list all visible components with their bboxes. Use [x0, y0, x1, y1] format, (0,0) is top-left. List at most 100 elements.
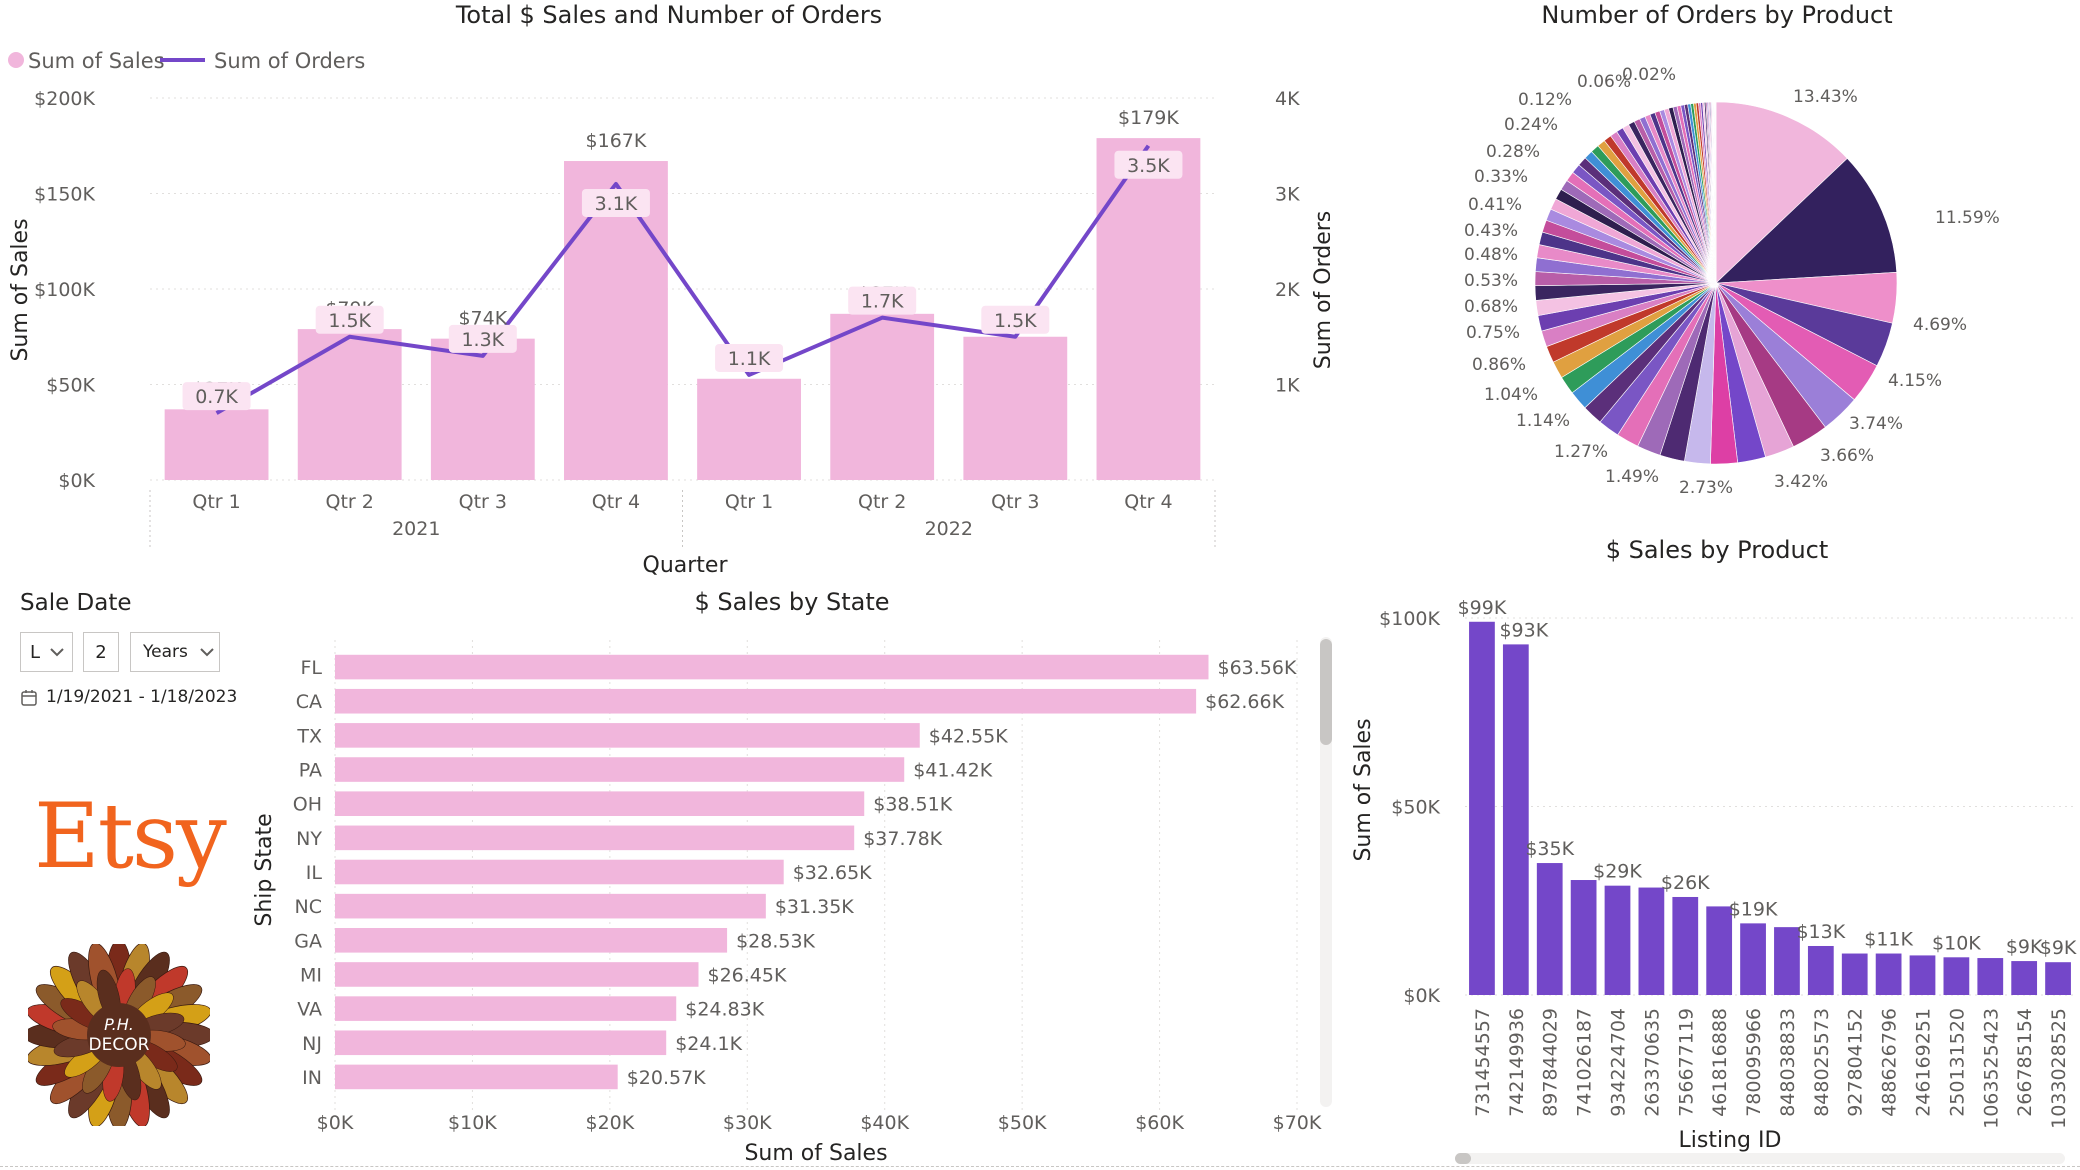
listing-id-label: 263370635	[1641, 1008, 1663, 1117]
product-data-label: $99K	[1458, 597, 1507, 619]
y2-tick-label: 4K	[1275, 88, 1300, 110]
x-tick-label: $10K	[448, 1112, 497, 1134]
state-label: NY	[296, 828, 322, 850]
relative-mode-value: L	[30, 641, 41, 663]
orders-data-label: 0.7K	[195, 386, 238, 408]
product-bar[interactable]	[1638, 887, 1665, 995]
state-bar[interactable]	[335, 928, 728, 953]
state-bar[interactable]	[335, 1030, 667, 1056]
sales-bar[interactable]	[830, 313, 935, 480]
orders-data-label: 1.3K	[461, 329, 504, 351]
product-bar[interactable]	[1774, 927, 1800, 995]
y2-tick-label: 1K	[1275, 375, 1300, 397]
product-bar[interactable]	[1604, 885, 1631, 995]
product-bar[interactable]	[1570, 880, 1597, 995]
pie-data-label: 0.68%	[1464, 297, 1518, 317]
y-tick-label: $100K	[34, 279, 95, 301]
pie-data-label: 0.24%	[1504, 115, 1558, 135]
listing-id-label: 927804152	[1845, 1008, 1867, 1117]
state-data-label: $26.45K	[707, 964, 786, 986]
sales-bar[interactable]	[164, 409, 269, 480]
date-range-text: 1/19/2021 - 1/18/2023	[46, 687, 238, 707]
y-axis-title: Ship State	[252, 813, 277, 926]
product-bar[interactable]	[1943, 957, 1970, 995]
product-bar[interactable]	[1536, 863, 1563, 995]
x-tick-label: Qtr 1	[725, 491, 773, 513]
relative-unit-dropdown[interactable]: Years	[130, 632, 220, 672]
x-tick-label: $40K	[860, 1112, 909, 1134]
sales-bar[interactable]	[297, 329, 402, 480]
state-data-label: $24.83K	[685, 999, 764, 1021]
pie-data-label: 13.43%	[1793, 87, 1858, 107]
state-bar[interactable]	[335, 996, 677, 1021]
pie-data-label: 0.02%	[1622, 65, 1676, 85]
product-bar[interactable]	[1909, 955, 1936, 995]
scrollbar-thumb[interactable]	[1455, 1153, 1471, 1164]
state-bar[interactable]	[335, 859, 784, 885]
pie-data-label: 0.86%	[1472, 355, 1526, 375]
state-bar[interactable]	[335, 825, 855, 851]
orders-label-bg	[981, 305, 1050, 334]
product-chart-scrollbar[interactable]	[1455, 1153, 2065, 1164]
listing-id-label: 756677119	[1675, 1008, 1697, 1117]
state-bar[interactable]	[335, 791, 865, 816]
x-axis-title: Sum of Sales	[744, 1141, 887, 1166]
y2-axis-title: Sum of Orders	[1311, 211, 1330, 370]
pie-data-label: 0.43%	[1464, 221, 1518, 241]
product-bar[interactable]	[1706, 906, 1733, 995]
product-bar[interactable]	[1672, 896, 1699, 995]
state-bar[interactable]	[335, 1064, 618, 1090]
product-bar[interactable]	[1875, 953, 1902, 995]
state-label: FL	[300, 657, 322, 679]
pie-data-label: 3.74%	[1849, 414, 1903, 434]
state-chart-scrollbar[interactable]	[1320, 637, 1332, 1107]
sales-bar[interactable]	[963, 336, 1068, 480]
product-bar[interactable]	[1502, 644, 1529, 995]
product-data-label: $93K	[1499, 619, 1548, 641]
chart-title: Total $ Sales and Number of Orders	[455, 1, 882, 29]
product-bar[interactable]	[2045, 962, 2071, 995]
pie-data-label: 2.73%	[1679, 478, 1733, 498]
product-bar[interactable]	[1740, 923, 1766, 995]
state-bar[interactable]	[335, 688, 1197, 714]
state-data-label: $37.78K	[863, 828, 942, 850]
state-data-label: $32.65K	[793, 862, 872, 884]
listing-id-label: 897844029	[1540, 1008, 1562, 1117]
pie-data-label: 1.49%	[1605, 467, 1659, 487]
state-bar[interactable]	[335, 962, 699, 987]
scrollbar-thumb[interactable]	[1320, 639, 1332, 745]
pie-slice[interactable]	[1715, 101, 1848, 284]
listing-id-label: 246169251	[1913, 1008, 1935, 1117]
state-bar[interactable]	[335, 757, 905, 782]
sales-bar[interactable]	[697, 378, 801, 480]
product-data-label: $29K	[1593, 861, 1642, 883]
state-bar[interactable]	[335, 893, 766, 919]
state-bar[interactable]	[335, 723, 920, 748]
listing-id-label: 848038833	[1777, 1008, 1799, 1117]
state-label: IN	[302, 1067, 322, 1089]
relative-mode-dropdown[interactable]: L	[20, 632, 73, 672]
product-bar[interactable]	[1977, 958, 2004, 995]
sales-bar[interactable]	[1096, 138, 1201, 481]
orders-data-label: 1.7K	[861, 291, 904, 313]
state-data-label: $38.51K	[873, 794, 952, 816]
relative-count-input[interactable]: 2	[83, 632, 119, 672]
orders-data-label: 1.5K	[328, 310, 371, 332]
legend-sales-marker	[8, 52, 24, 68]
product-bar[interactable]	[1807, 945, 1834, 995]
etsy-logo: Etsy	[34, 784, 227, 889]
listing-id-label: 1033028525	[2048, 1008, 2070, 1129]
product-bar[interactable]	[1841, 953, 1868, 995]
chart-title: $ Sales by State	[695, 588, 890, 616]
product-bar[interactable]	[1469, 621, 1495, 995]
pie-slice[interactable]	[1715, 157, 1898, 284]
sales-bar[interactable]	[430, 338, 535, 480]
state-bar[interactable]	[335, 654, 1209, 680]
pie-data-label: 11.59%	[1935, 208, 2000, 228]
pie-data-label: 3.66%	[1820, 446, 1874, 466]
state-data-label: $28.53K	[736, 930, 815, 952]
pie-data-label: 0.28%	[1486, 142, 1540, 162]
product-data-label: $13K	[1796, 921, 1845, 943]
y-tick-label: $100K	[1379, 608, 1440, 630]
product-bar[interactable]	[2011, 961, 2038, 995]
